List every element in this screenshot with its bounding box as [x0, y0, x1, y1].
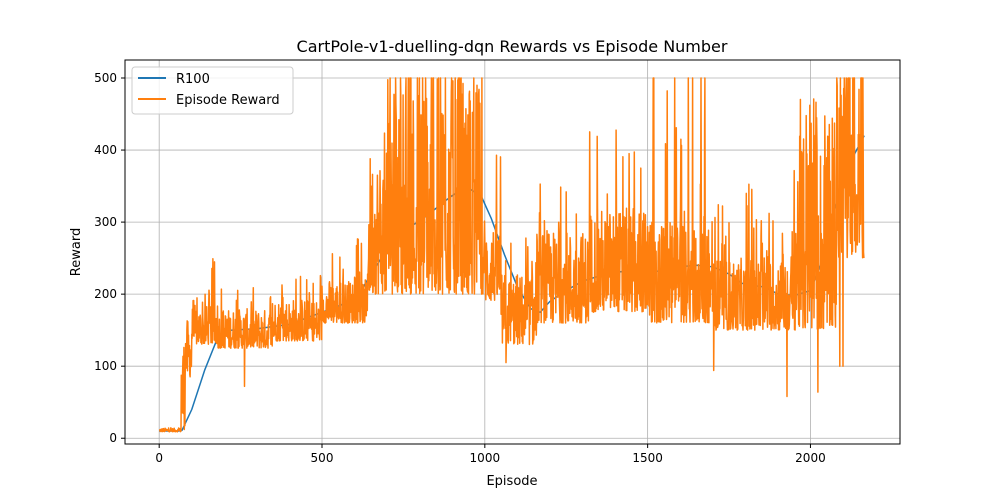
legend-box: [131, 66, 294, 115]
y-tick-label: 500: [94, 71, 117, 85]
y-tick-label: 400: [94, 143, 117, 157]
x-axis-label: Episode: [486, 474, 537, 489]
axis-ticks: 0 500 1000 1500 2000 0 100 200 300 400 500: [94, 71, 826, 465]
legend-label-episode-reward: Episode Reward: [176, 93, 280, 108]
y-tick-label: 300: [94, 215, 117, 229]
y-tick-label: 100: [94, 359, 117, 373]
legend-label-r100: R100: [176, 72, 210, 87]
x-tick-label: 500: [311, 451, 334, 465]
x-tick-label: 1500: [632, 451, 663, 465]
plot-frame: [124, 59, 901, 445]
x-tick-label: 1000: [470, 451, 501, 465]
x-tick-label: 0: [155, 451, 163, 465]
legend: R100 Episode Reward: [131, 66, 294, 115]
plot-area: [158, 77, 865, 433]
y-tick-label: 200: [94, 287, 117, 301]
y-axis-label: Reward: [69, 228, 84, 276]
chart-title: CartPole-v1-duelling-dqn Rewards vs Epis…: [297, 37, 728, 56]
x-tick-label: 2000: [795, 451, 826, 465]
series-line-episode-reward: [158, 77, 865, 433]
y-tick-label: 0: [109, 431, 117, 445]
